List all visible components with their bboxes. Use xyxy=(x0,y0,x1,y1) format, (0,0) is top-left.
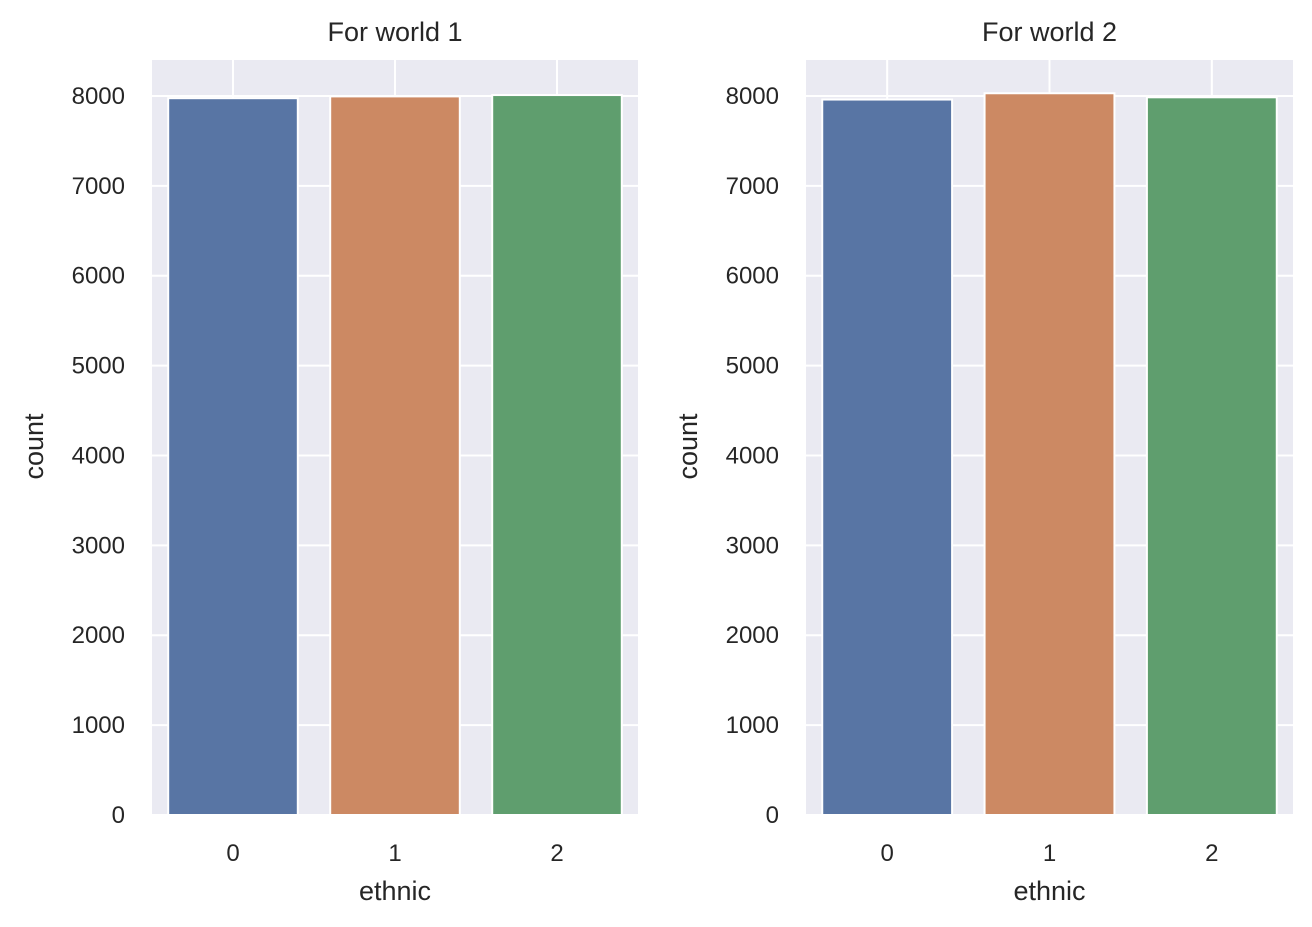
y-tick-label: 1000 xyxy=(726,712,779,739)
x-axis-label: ethnic xyxy=(359,876,431,906)
bar-ethnic-2 xyxy=(491,94,623,816)
bar-ethnic-1 xyxy=(329,95,461,816)
x-tick-label: 0 xyxy=(226,840,239,867)
bar-ethnic-2 xyxy=(1145,96,1278,816)
y-axis-label: count xyxy=(673,413,703,480)
y-tick-label: 0 xyxy=(766,802,779,829)
y-tick-label: 5000 xyxy=(726,353,779,380)
y-tick-label: 8000 xyxy=(72,83,125,110)
y-tick-label: 3000 xyxy=(726,532,779,559)
y-tick-label: 1000 xyxy=(72,712,125,739)
chart-title: For world 2 xyxy=(982,17,1117,47)
y-tick-label: 5000 xyxy=(72,353,125,380)
x-tick-label: 1 xyxy=(1043,840,1056,867)
x-tick-label: 0 xyxy=(880,840,893,867)
x-tick-label: 1 xyxy=(388,840,401,867)
x-tick-label: 2 xyxy=(550,840,563,867)
y-tick-label: 6000 xyxy=(72,263,125,290)
x-tick-label: 2 xyxy=(1205,840,1218,867)
bar-ethnic-0 xyxy=(167,97,299,816)
y-axis-label: count xyxy=(19,413,49,480)
y-tick-label: 0 xyxy=(112,802,125,829)
y-tick-label: 2000 xyxy=(726,622,779,649)
y-tick-label: 4000 xyxy=(726,442,779,469)
y-tick-label: 7000 xyxy=(726,173,779,200)
chart-title: For world 1 xyxy=(327,17,462,47)
x-axis-label: ethnic xyxy=(1013,876,1085,906)
y-tick-label: 7000 xyxy=(72,173,125,200)
y-tick-label: 2000 xyxy=(72,622,125,649)
subplot-world-2: 0 1000 2000 3000 4000 5000 6000 7000 8000 0 1 2 For … xyxy=(673,17,1293,906)
bar-ethnic-0 xyxy=(821,98,954,817)
bar-ethnic-1 xyxy=(983,92,1116,816)
y-tick-label: 6000 xyxy=(726,263,779,290)
subplot-world-1: 0 1000 2000 3000 4000 5000 6000 7000 8000 0 1 2 For … xyxy=(19,17,638,906)
y-tick-label: 4000 xyxy=(72,442,125,469)
y-tick-label: 8000 xyxy=(726,83,779,110)
y-tick-label: 3000 xyxy=(72,532,125,559)
